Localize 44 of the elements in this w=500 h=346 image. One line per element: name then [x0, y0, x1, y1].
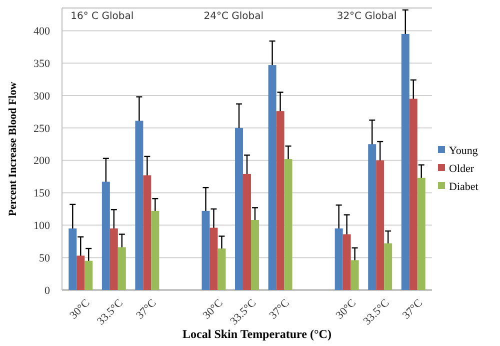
bar [350, 260, 359, 290]
bar [243, 174, 251, 290]
y-tick-label: 350 [34, 58, 50, 70]
bar [268, 65, 276, 290]
y-tick-label: 400 [34, 26, 50, 38]
bar [409, 98, 418, 290]
bar [84, 260, 93, 290]
bar [68, 228, 77, 290]
bar [151, 210, 160, 290]
bar [376, 160, 384, 290]
legend-label: Older [449, 162, 474, 175]
bar [368, 144, 376, 290]
bar [210, 228, 218, 290]
y-tick-label: 50 [39, 252, 50, 264]
bar [384, 243, 392, 290]
bar [342, 234, 351, 290]
bar [110, 228, 118, 290]
y-tick-label: 200 [34, 155, 50, 168]
bar [135, 120, 144, 290]
bar [250, 220, 259, 290]
bar [202, 210, 210, 290]
bar [276, 111, 284, 290]
annotation: 16° C Global [70, 11, 134, 22]
annotation: 32°C Global [336, 11, 397, 22]
legend-label: Diabet [449, 180, 478, 193]
bar [235, 128, 244, 290]
y-tick-label: 250 [34, 122, 50, 135]
bar [334, 228, 343, 290]
bar [218, 248, 226, 290]
y-tick-label: 0 [44, 284, 50, 297]
x-axis-title: Local Skin Temperature (°C) [182, 327, 332, 341]
bar [102, 182, 110, 290]
legend-label: Young [449, 144, 478, 157]
y-axis-title: Percent Increase Blood Flow [7, 82, 19, 216]
y-tick-label: 300 [34, 90, 50, 102]
bar [401, 34, 410, 290]
bar [118, 247, 126, 290]
bar [143, 175, 152, 290]
bar [76, 256, 85, 290]
y-tick-label: 100 [34, 220, 50, 232]
bar [284, 159, 292, 290]
annotation: 24°C Global [204, 11, 264, 22]
bar [417, 178, 426, 290]
y-tick-label: 150 [34, 188, 50, 200]
